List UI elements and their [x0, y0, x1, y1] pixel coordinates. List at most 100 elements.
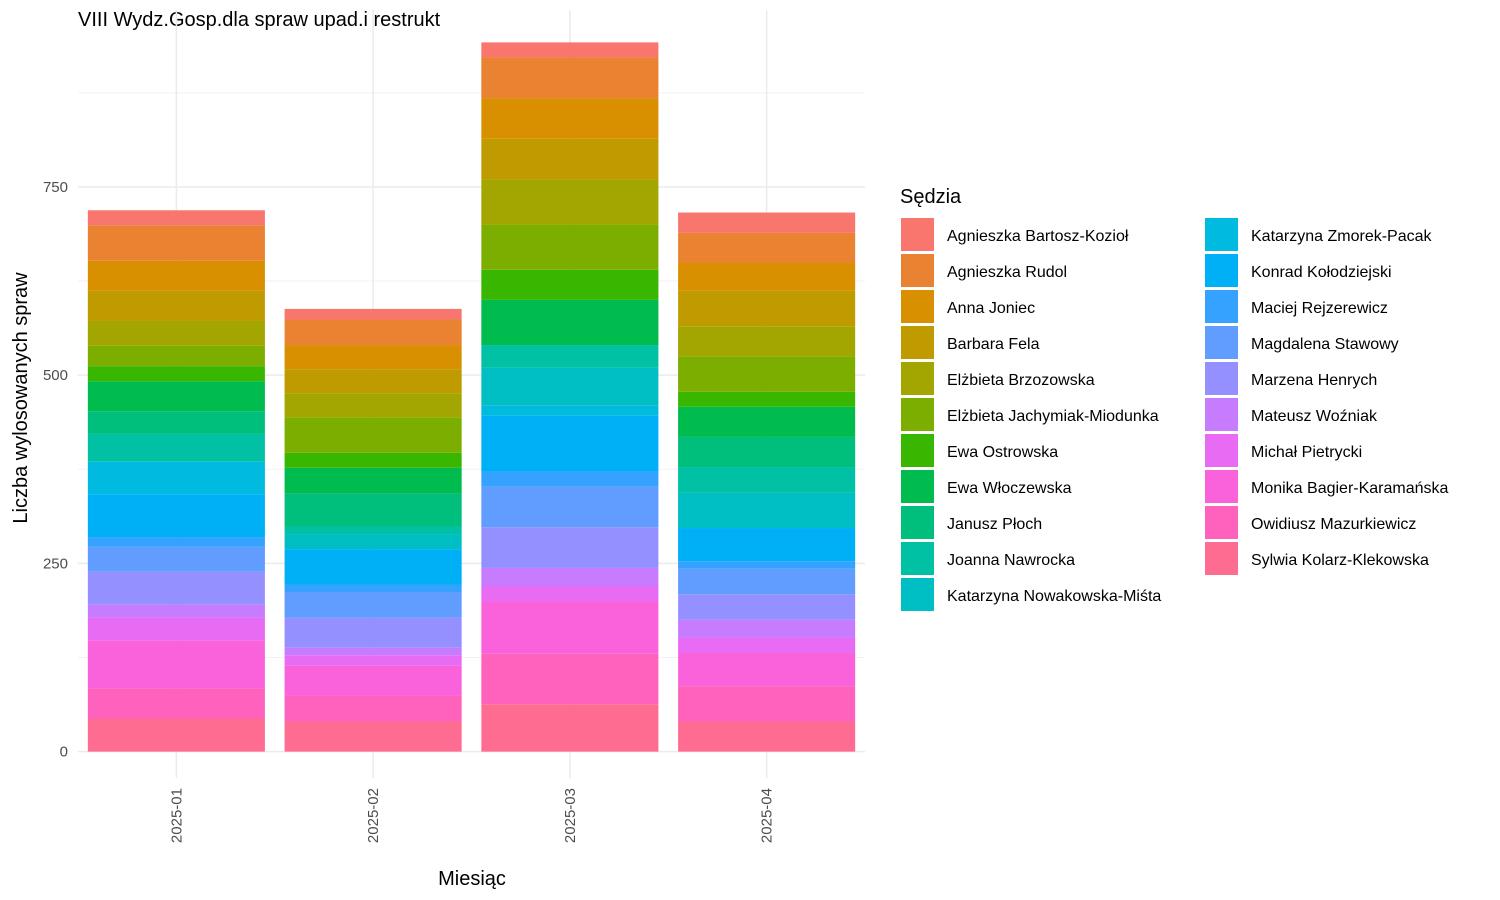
- legend-title: Sędzia: [900, 186, 962, 208]
- legend-swatch: [901, 470, 934, 503]
- legend-swatch: [1205, 398, 1238, 431]
- bar-segment: [481, 299, 659, 346]
- x-tick-label: 2025-01: [168, 788, 185, 843]
- bar-segment: [481, 567, 659, 586]
- bar-segment: [678, 568, 856, 595]
- bar-segment: [481, 527, 659, 568]
- legend-label: Anna Joniec: [947, 300, 1035, 317]
- legend-label: Joanna Nawrocka: [947, 552, 1075, 569]
- x-tick-label: 2025-02: [365, 788, 382, 843]
- legend-swatch: [901, 542, 934, 575]
- legend-label: Agnieszka Bartosz-Kozioł: [947, 228, 1129, 245]
- bar-segment: [678, 594, 856, 620]
- x-axis-title: Miesiąc: [438, 868, 506, 890]
- bar-segment: [678, 290, 856, 327]
- bar-segment: [87, 290, 265, 321]
- bar-segment: [87, 225, 265, 261]
- legend-label: Barbara Fela: [947, 336, 1040, 353]
- bar-segment: [284, 526, 462, 535]
- legend-swatch: [901, 434, 934, 467]
- bar-segment: [481, 98, 659, 139]
- x-tick-label: 2025-03: [562, 788, 579, 843]
- legend-swatch: [1205, 290, 1238, 323]
- bar-segment: [87, 537, 265, 547]
- bar-segment: [678, 492, 856, 529]
- bar-segment: [678, 436, 856, 468]
- bar-segment: [284, 345, 462, 370]
- bar-segment: [284, 534, 462, 550]
- legend-swatch: [901, 398, 934, 431]
- legend-swatch: [901, 290, 934, 323]
- bar-segment: [481, 269, 659, 300]
- legend-label: Katarzyna Nowakowska-Miśta: [947, 588, 1161, 605]
- bar-segment: [481, 367, 659, 406]
- legend-swatch: [901, 254, 934, 287]
- legend-swatch: [901, 326, 934, 359]
- bar-segment: [284, 452, 462, 468]
- bar-segment: [481, 586, 659, 602]
- bar-segment: [87, 320, 265, 346]
- x-axis-tick-labels: 2025-01 2025-02 2025-03 2025-04: [168, 788, 775, 843]
- bar-segment: [87, 345, 265, 367]
- legend-label: Marzena Henrych: [1251, 372, 1377, 389]
- bar-segment: [678, 212, 856, 233]
- bar-segment: [678, 326, 856, 357]
- legend-swatch: [1205, 218, 1238, 251]
- bar-segment: [678, 391, 856, 407]
- bar-segment: [678, 232, 856, 263]
- bar-segment: [284, 319, 462, 346]
- bar-segment: [481, 653, 659, 705]
- bar-segment: [481, 471, 659, 487]
- bar-segment: [481, 601, 659, 654]
- legend-swatch: [1205, 254, 1238, 287]
- y-axis-tick-labels: 0 250 500 750: [43, 179, 68, 761]
- legend-label: Ewa Włoczewska: [947, 480, 1072, 497]
- legend-label: Maciej Rejzerewicz: [1251, 300, 1388, 317]
- bar-segment: [87, 210, 265, 226]
- bar-segment: [481, 138, 659, 180]
- bar-segment: [284, 393, 462, 418]
- legend-label: Magdalena Stawowy: [1251, 336, 1399, 353]
- bar-segment: [284, 467, 462, 494]
- bar-segment: [284, 721, 462, 752]
- legend-label: Katarzyna Zmorek-Pacak: [1251, 228, 1433, 245]
- bar-segment: [678, 653, 856, 687]
- bar-segment: [87, 260, 265, 291]
- legend-label: Sylwia Kolarz-Klekowska: [1251, 552, 1429, 569]
- legend-label: Michał Pietrycki: [1251, 444, 1362, 461]
- legend-swatch: [1205, 506, 1238, 539]
- bar-segment: [284, 308, 462, 320]
- bar-segment: [678, 637, 856, 654]
- legend-swatch: [901, 578, 934, 611]
- bar-segment: [481, 405, 659, 416]
- bar-segment: [284, 493, 462, 527]
- legend-label: Mateusz Woźniak: [1251, 408, 1378, 425]
- bar-segment: [87, 718, 265, 752]
- legend-label: Ewa Ostrowska: [947, 444, 1058, 461]
- bar-segment: [284, 617, 462, 648]
- bar-segment: [678, 619, 856, 638]
- bar-segment: [284, 592, 462, 618]
- legend-swatch: [901, 362, 934, 395]
- bar-segment: [481, 224, 659, 270]
- bar-segment: [481, 486, 659, 528]
- legend-label: Owidiusz Mazurkiewicz: [1251, 516, 1416, 533]
- bar-segment: [284, 695, 462, 722]
- legend-swatch: [1205, 434, 1238, 467]
- bar-segment: [481, 415, 659, 472]
- bar-segment: [481, 57, 659, 99]
- legend-swatch: [1205, 326, 1238, 359]
- bar-segment: [87, 604, 265, 618]
- legend-swatch: [901, 218, 934, 251]
- bar-segment: [87, 433, 265, 462]
- bar-segment: [678, 262, 856, 291]
- bar-segment: [87, 640, 265, 689]
- legend: Agnieszka Bartosz-Kozioł Agnieszka Rudol A…: [901, 218, 1449, 611]
- legend-label: Agnieszka Rudol: [947, 264, 1067, 281]
- legend-label: Konrad Kołodziejski: [1251, 264, 1392, 281]
- bar-segment: [284, 369, 462, 394]
- bar-segment: [678, 686, 856, 722]
- bar-segment: [87, 461, 265, 495]
- bar-segment: [284, 549, 462, 585]
